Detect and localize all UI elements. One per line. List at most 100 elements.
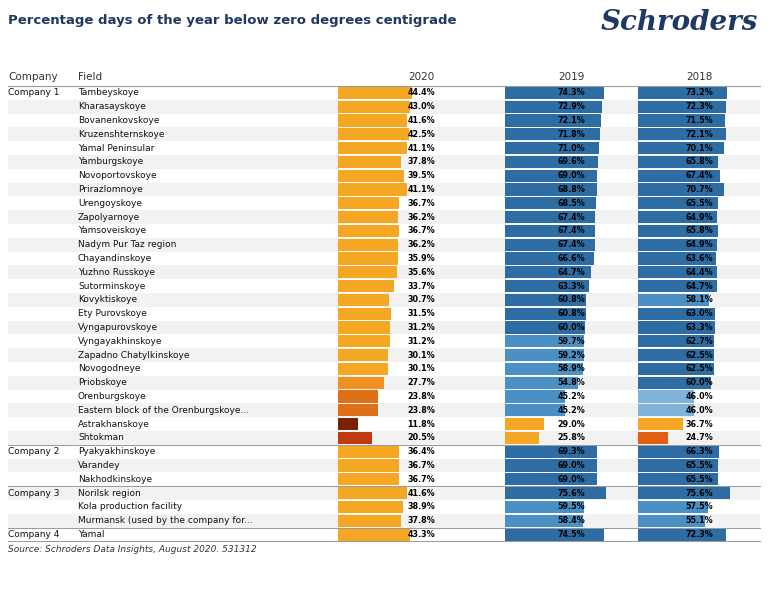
Text: 55.1%: 55.1% (685, 516, 713, 525)
Bar (505, 460, 597, 472)
Text: 42.5%: 42.5% (407, 130, 435, 139)
Bar (8, 320, 760, 334)
Bar (638, 529, 726, 541)
Bar (8, 403, 760, 417)
Bar (338, 460, 400, 472)
Text: 64.9%: 64.9% (685, 212, 713, 221)
Text: 23.8%: 23.8% (407, 406, 436, 415)
Text: Zapolyarnoye: Zapolyarnoye (78, 212, 140, 221)
Text: 2020: 2020 (408, 72, 434, 82)
Text: Astrakhanskoye: Astrakhanskoye (78, 419, 150, 428)
Bar (638, 473, 718, 485)
Text: 63.6%: 63.6% (685, 254, 713, 263)
Text: 65.5%: 65.5% (685, 475, 713, 484)
Bar (8, 362, 760, 376)
Bar (505, 529, 604, 541)
Bar (338, 101, 410, 113)
Text: Kruzenshternskoye: Kruzenshternskoye (78, 130, 165, 139)
Text: 35.9%: 35.9% (407, 254, 435, 263)
Text: Tambeyskoye: Tambeyskoye (78, 88, 139, 97)
Text: 69.0%: 69.0% (557, 461, 585, 470)
Bar (638, 101, 726, 113)
Text: 38.9%: 38.9% (407, 502, 435, 511)
Bar (505, 170, 597, 182)
Text: 30.7%: 30.7% (407, 295, 435, 304)
Bar (638, 294, 709, 306)
Bar (338, 446, 399, 458)
Text: 69.3%: 69.3% (557, 447, 585, 456)
Bar (505, 280, 589, 292)
Bar (638, 460, 718, 472)
Text: 45.2%: 45.2% (557, 392, 585, 401)
Bar (338, 170, 404, 182)
Text: 43.0%: 43.0% (407, 102, 435, 111)
Text: 70.1%: 70.1% (685, 143, 713, 152)
Bar (8, 514, 760, 527)
Text: Schroders: Schroders (601, 9, 758, 36)
Text: 67.4%: 67.4% (557, 212, 585, 221)
Text: 68.8%: 68.8% (557, 185, 585, 194)
Text: 36.7%: 36.7% (407, 226, 435, 235)
Bar (338, 239, 398, 251)
Bar (638, 335, 715, 347)
Bar (338, 377, 384, 389)
Text: 69.6%: 69.6% (557, 157, 585, 166)
Text: Vyngapurovskoye: Vyngapurovskoye (78, 323, 158, 332)
Text: 31.2%: 31.2% (407, 323, 435, 332)
Text: Company: Company (8, 72, 58, 82)
Bar (638, 142, 724, 154)
Bar (338, 156, 401, 168)
Text: 36.7%: 36.7% (407, 199, 435, 208)
Text: Ety Purovskoye: Ety Purovskoye (78, 309, 147, 318)
Bar (638, 128, 726, 140)
Text: 69.0%: 69.0% (557, 171, 585, 180)
Bar (505, 266, 591, 278)
Text: 41.6%: 41.6% (407, 488, 435, 497)
Bar (505, 501, 584, 513)
Text: 66.3%: 66.3% (685, 447, 713, 456)
Bar (638, 487, 730, 499)
Bar (338, 115, 407, 127)
Bar (8, 293, 760, 307)
Bar (638, 377, 711, 389)
Bar (8, 113, 760, 127)
Text: 73.2%: 73.2% (685, 88, 713, 97)
Text: Norilsk region: Norilsk region (78, 488, 141, 497)
Text: 45.2%: 45.2% (557, 406, 585, 415)
Text: Field: Field (78, 72, 102, 82)
Text: 29.0%: 29.0% (557, 419, 585, 428)
Bar (8, 265, 760, 279)
Bar (638, 156, 718, 168)
Bar (505, 211, 594, 223)
Bar (8, 472, 760, 486)
Text: 63.3%: 63.3% (557, 281, 585, 290)
Bar (638, 115, 725, 127)
Bar (338, 294, 390, 306)
Text: 30.1%: 30.1% (407, 350, 435, 359)
Text: Urengoyskoye: Urengoyskoye (78, 199, 142, 208)
Text: Murmansk (used by the company for...: Murmansk (used by the company for... (78, 516, 253, 525)
Bar (338, 501, 403, 513)
Text: Source: Schroders Data Insights, August 2020. 531312: Source: Schroders Data Insights, August … (8, 545, 256, 554)
Text: 2018: 2018 (686, 72, 712, 82)
Text: 46.0%: 46.0% (685, 406, 713, 415)
Bar (338, 418, 358, 430)
Bar (338, 349, 388, 361)
Text: 72.3%: 72.3% (685, 102, 713, 111)
Bar (505, 335, 584, 347)
Bar (8, 86, 760, 100)
Text: 65.5%: 65.5% (685, 461, 713, 470)
Text: 37.8%: 37.8% (407, 516, 435, 525)
Bar (8, 210, 760, 224)
Text: 36.7%: 36.7% (407, 461, 435, 470)
Text: Percentage days of the year below zero degrees centigrade: Percentage days of the year below zero d… (8, 14, 457, 27)
Bar (638, 266, 717, 278)
Text: 23.8%: 23.8% (407, 392, 436, 401)
Bar (338, 322, 390, 334)
Bar (638, 239, 717, 251)
Text: 43.3%: 43.3% (407, 530, 435, 539)
Text: Shtokman: Shtokman (78, 433, 124, 442)
Text: Zapadno Chatylkinskoye: Zapadno Chatylkinskoye (78, 350, 189, 359)
Bar (505, 128, 601, 140)
Bar (638, 322, 715, 334)
